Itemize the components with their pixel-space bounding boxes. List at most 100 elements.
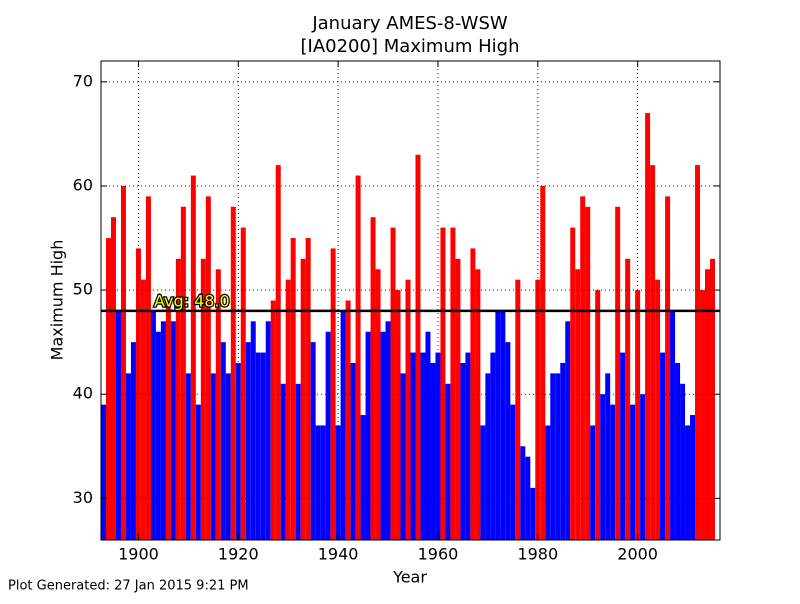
bar <box>545 425 551 540</box>
bar <box>640 394 646 540</box>
bar <box>525 456 531 540</box>
bar <box>250 321 256 540</box>
y-tick-label: 60 <box>73 175 93 194</box>
bar <box>185 373 191 540</box>
bar <box>305 238 311 541</box>
bar <box>685 425 691 540</box>
x-tick-label: 1980 <box>517 545 558 564</box>
bar <box>145 196 151 540</box>
bar <box>630 404 636 540</box>
bar <box>265 321 271 540</box>
bar <box>610 404 616 540</box>
bar <box>345 300 351 540</box>
bar <box>625 258 631 540</box>
bar <box>390 227 396 540</box>
bar <box>655 279 661 540</box>
bar <box>205 196 211 540</box>
bar <box>165 300 171 540</box>
x-axis-label: Year <box>392 568 427 587</box>
bar <box>260 352 266 540</box>
bar <box>400 373 406 540</box>
bar <box>360 415 366 540</box>
bar <box>425 331 431 540</box>
bar <box>105 238 111 541</box>
bar <box>450 227 456 540</box>
bar <box>670 310 676 540</box>
bar <box>555 373 561 540</box>
bar <box>325 331 331 540</box>
bar <box>270 300 276 540</box>
bar <box>420 352 426 540</box>
bar <box>455 258 461 540</box>
x-tick-label: 1920 <box>218 545 259 564</box>
bar <box>310 342 316 540</box>
bar <box>155 331 161 540</box>
bar <box>575 269 581 540</box>
bar <box>290 238 296 541</box>
bar <box>440 227 446 540</box>
bar <box>160 321 166 540</box>
bar <box>635 290 641 540</box>
bar <box>530 487 536 540</box>
bar <box>110 217 116 540</box>
bar <box>385 321 391 540</box>
bar <box>125 373 131 540</box>
bar <box>415 154 421 540</box>
bar <box>135 248 141 540</box>
bar <box>560 362 566 540</box>
y-tick-label: 70 <box>73 71 93 90</box>
bar <box>300 258 306 540</box>
bar <box>475 269 481 540</box>
bar <box>380 331 386 540</box>
bar <box>580 196 586 540</box>
bar <box>410 352 416 540</box>
bar <box>485 373 491 540</box>
bar <box>235 362 241 540</box>
bar <box>430 362 436 540</box>
bar <box>705 269 711 540</box>
bar <box>365 331 371 540</box>
bar <box>690 415 696 540</box>
bar <box>230 206 236 541</box>
bar <box>680 383 686 540</box>
bar <box>595 290 601 540</box>
bar <box>240 227 246 540</box>
bar <box>395 290 401 540</box>
bar <box>115 310 121 540</box>
bar <box>275 165 281 540</box>
bar <box>445 383 451 540</box>
bar <box>210 373 216 540</box>
bar <box>101 404 106 540</box>
bar <box>510 404 516 540</box>
bar <box>600 394 606 540</box>
bar <box>195 404 201 540</box>
bar <box>215 269 221 540</box>
bar <box>120 185 126 540</box>
bar <box>710 258 716 540</box>
bar <box>170 321 176 540</box>
bar <box>150 310 156 540</box>
bar <box>695 165 701 540</box>
bar <box>140 279 146 540</box>
x-tick-label: 1960 <box>418 545 459 564</box>
bar <box>700 290 706 540</box>
bar <box>295 383 301 540</box>
bar <box>460 362 466 540</box>
bar <box>435 352 441 540</box>
bar <box>285 279 291 540</box>
footer: Plot Generated: 27 Jan 2015 9:21 PM <box>8 579 249 594</box>
bar <box>180 206 186 541</box>
bar <box>520 446 526 540</box>
bar <box>665 196 671 540</box>
bar <box>350 362 356 540</box>
bar <box>495 310 501 540</box>
bar <box>590 425 596 540</box>
bar <box>470 248 476 540</box>
bar <box>190 175 196 541</box>
bar <box>565 321 571 540</box>
bar <box>130 342 136 540</box>
bar <box>650 165 656 540</box>
bar <box>585 206 591 541</box>
bar <box>175 258 181 540</box>
bar <box>220 342 226 540</box>
